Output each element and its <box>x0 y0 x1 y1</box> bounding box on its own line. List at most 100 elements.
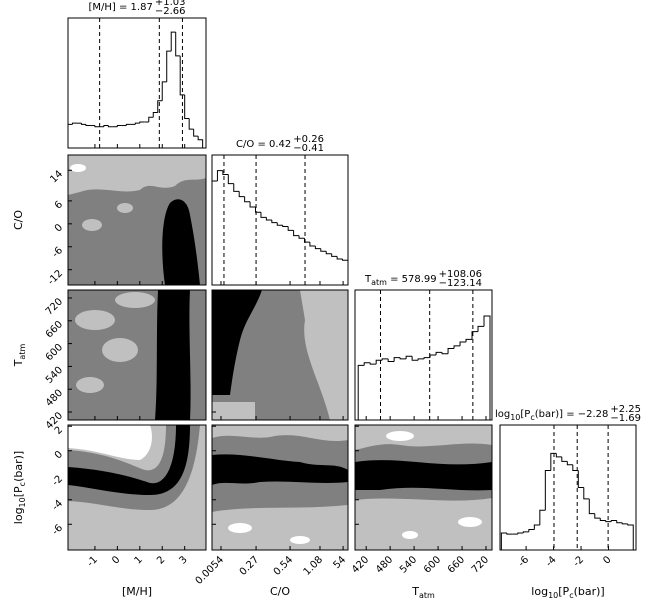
hist-step <box>233 183 240 192</box>
contour-co-p <box>212 425 348 550</box>
panel-frame <box>354 424 493 551</box>
panel-frame <box>67 154 207 286</box>
hist-step <box>107 125 113 128</box>
hist-step <box>533 524 540 530</box>
x-axis-label-part: [M/H] <box>122 585 152 598</box>
y-axis-label-part: C/O <box>12 210 25 230</box>
panel-title: [M/H] = 1.87 <box>89 2 153 13</box>
hist-step <box>271 220 278 224</box>
x-axis-label-part: (bar)] <box>574 585 605 598</box>
hist-step <box>357 364 365 420</box>
panel-title-part: T <box>364 274 372 285</box>
panel-title: C/O = 0.42 <box>236 139 291 150</box>
x-axis-label-part: 10 <box>548 591 558 600</box>
hist-step <box>539 509 546 525</box>
panel-title-part: [M/H] = 1.87 <box>89 2 153 13</box>
hist-step <box>522 531 529 533</box>
panel-frame <box>211 154 349 286</box>
hist-step <box>255 207 261 213</box>
hist-step <box>477 325 485 332</box>
panel-frame <box>499 424 637 551</box>
hist-step <box>157 100 163 113</box>
panel-frame <box>211 424 349 551</box>
hist-step <box>161 81 167 101</box>
hist-step <box>80 123 86 125</box>
hist-step <box>116 125 122 127</box>
panel-title-part: log <box>495 409 510 420</box>
panel-title-part: 10 <box>510 413 520 422</box>
hist-step <box>134 122 140 125</box>
hist-step <box>387 358 395 362</box>
y-axis-label-part: log <box>12 507 25 524</box>
title-upper: +1.03 <box>155 0 186 8</box>
y-axis-label-part: atm <box>18 344 27 360</box>
hist-step <box>244 196 251 203</box>
hist-step <box>599 518 606 521</box>
hist-step <box>441 352 449 355</box>
x-axis-label: [M/H] <box>122 585 152 598</box>
panel-frame <box>354 289 493 421</box>
hist-step <box>325 251 332 255</box>
panel-frame <box>211 289 349 421</box>
hist-step <box>166 50 172 82</box>
hist-step <box>85 124 91 127</box>
panel-title: log10[Pc(bar)] = −2.28 <box>495 409 608 422</box>
hist-step <box>405 355 413 359</box>
title-upper: +0.26 <box>293 134 324 145</box>
y-axis-label-part: [ <box>12 493 25 497</box>
hist-step <box>627 523 634 550</box>
hist-step <box>125 123 131 126</box>
hist-step <box>561 456 568 462</box>
hist-step <box>435 351 443 355</box>
hist-step <box>423 357 431 359</box>
panel-title-part: C/O = 0.42 <box>236 139 291 150</box>
hist-step <box>399 357 407 360</box>
hist-step <box>369 362 377 365</box>
hist-step <box>363 362 371 366</box>
hist-step <box>517 532 524 535</box>
y-axis-label-part: c <box>18 482 27 486</box>
hist-step <box>331 253 338 257</box>
hist-step <box>417 358 425 361</box>
y-axis-label: log10[Pc(bar)] <box>12 451 27 524</box>
title-lower: −1.69 <box>610 413 641 424</box>
hist-step <box>184 94 190 119</box>
hist-step <box>577 470 584 488</box>
hist-step <box>152 112 158 118</box>
title-lower: −0.41 <box>293 143 324 154</box>
panel-frame <box>67 17 207 149</box>
title-lower: −2.66 <box>155 6 186 17</box>
hist-step <box>309 242 316 247</box>
y-axis-label-part: (bar)] <box>12 451 25 482</box>
hist-step <box>447 348 455 354</box>
x-axis-label: Tatm <box>411 585 435 600</box>
contour-mh-co <box>68 155 206 285</box>
title-upper: +108.06 <box>439 269 482 280</box>
hist-step <box>411 356 419 361</box>
hist-step <box>336 256 343 260</box>
x-axis-label-part: P <box>563 585 570 598</box>
hist-step <box>197 136 204 148</box>
x-axis-label: log10[Pc(bar)] <box>531 585 604 600</box>
hist-step <box>459 341 467 346</box>
panel-title: Tatm = 578.99 <box>364 274 437 287</box>
hist-step <box>528 529 535 532</box>
hist-step <box>471 331 479 340</box>
hist-step <box>610 519 617 522</box>
hist-step <box>453 345 461 349</box>
contour-mh-t <box>68 290 206 420</box>
contour-co-t <box>212 290 348 420</box>
hist-step <box>594 513 601 519</box>
y-axis-label-part: T <box>12 359 25 367</box>
y-axis-label: Tatm <box>12 344 27 368</box>
hist-step <box>465 338 473 342</box>
panel-title-part: P <box>524 409 530 420</box>
hist-step <box>588 498 595 515</box>
panel-frame <box>67 424 207 551</box>
hist-step <box>314 246 321 250</box>
hist-step <box>500 532 507 550</box>
y-axis-label: C/O <box>12 210 25 230</box>
contour-mh-p <box>68 425 206 550</box>
hist-step <box>298 235 305 239</box>
